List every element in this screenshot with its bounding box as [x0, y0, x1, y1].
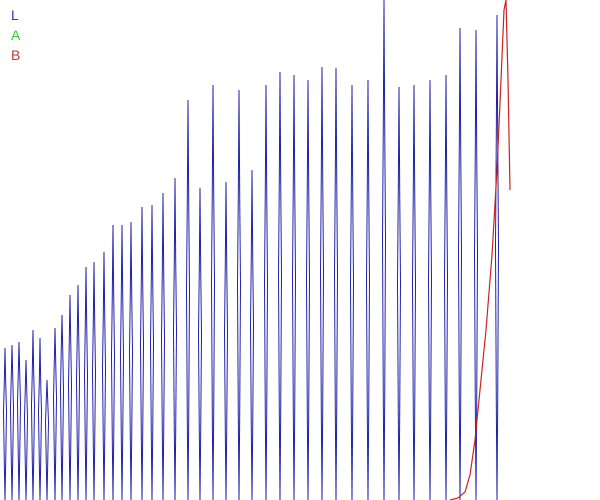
legend-item-b: B	[11, 47, 21, 63]
chart-legend: L A B	[11, 5, 20, 65]
series-l-spike-16	[128, 221, 134, 500]
series-l-spike-18	[149, 204, 155, 500]
series-l-spike-26	[249, 169, 255, 500]
series-l-spike-21	[185, 99, 191, 500]
legend-item-l: L	[11, 7, 19, 23]
series-l-spike-34	[365, 79, 371, 500]
series-l-spike-22	[197, 187, 203, 500]
series-l-spike-19	[160, 192, 166, 500]
series-l-spike-36	[396, 86, 402, 500]
series-l-spike-1	[9, 344, 15, 500]
series-l-spike-2	[16, 341, 22, 500]
series-l-spike-32	[333, 67, 339, 500]
series-b-line	[449, 0, 511, 500]
series-l-spike-12	[91, 261, 97, 500]
series-l-spike-25	[236, 89, 242, 500]
series-l-spike-10	[75, 284, 81, 500]
series-l-spike-28	[277, 71, 283, 500]
series-l-group	[2, 0, 500, 500]
series-l-spike-33	[349, 84, 355, 500]
series-l-spike-9	[67, 294, 73, 500]
series-l-spike-20	[172, 177, 178, 500]
series-l-spike-39	[443, 74, 449, 500]
series-l-spike-6	[44, 379, 50, 500]
series-l-spike-30	[305, 79, 311, 500]
legend-item-a: A	[11, 27, 21, 43]
series-l-spike-29	[291, 74, 297, 500]
series-l-spike-31	[319, 66, 325, 500]
series-l-spike-13	[101, 251, 107, 500]
series-l-spike-38	[427, 79, 433, 500]
series-l-spike-24	[223, 181, 229, 500]
series-l-spike-3	[23, 359, 29, 500]
series-l-spike-0	[2, 347, 8, 500]
series-l-spike-40	[457, 27, 463, 500]
series-l-spike-27	[263, 84, 269, 500]
series-l-spike-14	[110, 224, 116, 500]
series-l-spike-8	[59, 314, 65, 500]
series-l-spike-7	[52, 327, 58, 500]
series-l-spike-17	[139, 206, 145, 500]
series-l-spike-15	[119, 224, 125, 500]
series-l-spike-42	[494, 14, 500, 500]
series-l-spike-4	[30, 329, 36, 500]
series-b-group	[449, 0, 511, 500]
series-l-spike-41	[473, 29, 479, 500]
series-l-spike-23	[210, 84, 216, 500]
series-l-spike-37	[411, 84, 417, 500]
series-l-spike-35	[381, 0, 387, 500]
series-l-spike-5	[37, 337, 43, 500]
series-l-spike-11	[83, 266, 89, 500]
